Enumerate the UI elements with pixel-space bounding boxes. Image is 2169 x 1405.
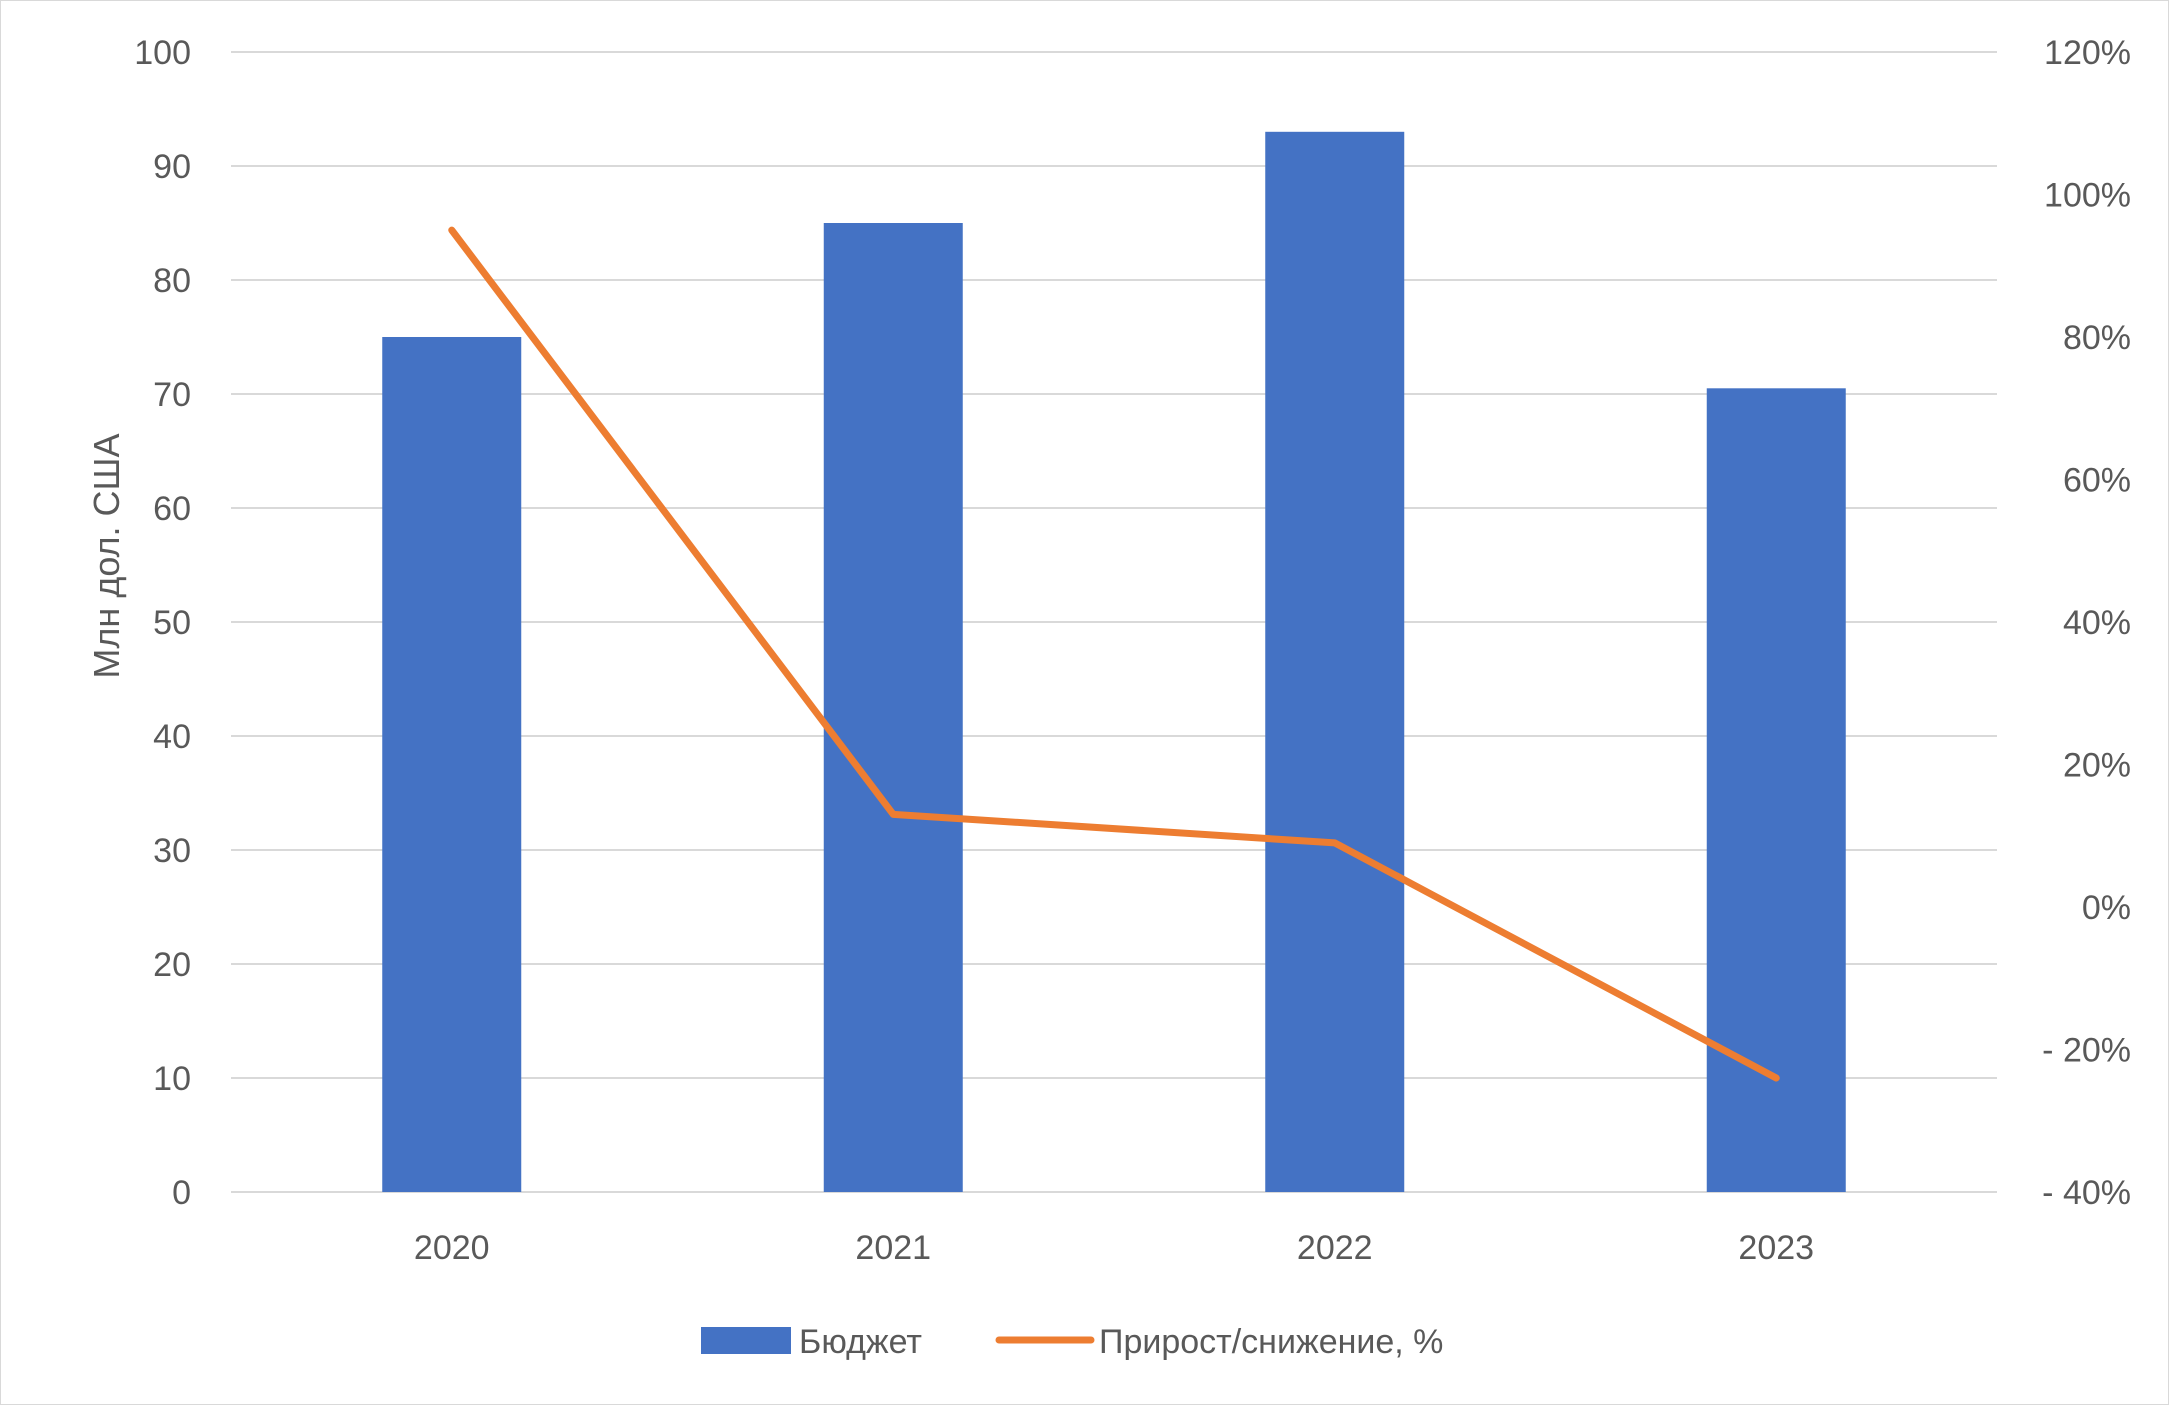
x-tick-label: 2023 [1738,1229,1814,1267]
y-tick-label: 40 [153,718,191,756]
y-axis-left: 0 10 20 30 40 50 60 70 80 90 100 [134,34,191,1212]
y2-tick-label: 120% [2044,34,2131,72]
x-tick-label: 2021 [855,1229,931,1267]
legend: Бюджет Прирост/снижение, % [701,1323,1443,1361]
gridlines [231,51,1997,1193]
x-axis: 2020 2021 2022 2023 [414,1229,1814,1267]
y2-tick-label: 80% [2063,319,2131,357]
x-tick-label: 2022 [1297,1229,1373,1267]
y-tick-label: 60 [153,490,191,528]
y-tick-label: 20 [153,946,191,984]
legend-label-growth: Прирост/снижение, % [1099,1323,1443,1361]
y2-tick-label: 100% [2044,177,2131,215]
y2-tick-label: 20% [2063,747,2131,785]
y2-tick-label: 40% [2063,604,2131,642]
bar-budget [382,337,522,1192]
y2-tick-label: - 40% [2042,1174,2131,1212]
y-tick-label: 80 [153,262,191,300]
legend-swatch-budget [701,1327,791,1354]
y-tick-label: 50 [153,604,191,642]
y-tick-label: 0 [172,1174,191,1212]
y-tick-label: 100 [134,34,191,72]
y-axis-title: Млн дол. США [86,433,127,678]
y2-tick-label: 0% [2082,889,2131,927]
x-tick-label: 2020 [414,1229,490,1267]
bar-budget [1706,388,1846,1192]
y-tick-label: 90 [153,148,191,186]
growth-series-line [448,226,1780,1082]
growth-line [448,226,1780,1082]
y-tick-label: 30 [153,832,191,870]
y-tick-label: 70 [153,376,191,414]
y2-tick-label: - 20% [2042,1032,2131,1070]
y-axis-right: - 40% - 20% 0% 20% 40% 60% 80% 100% 120% [2042,34,2131,1212]
y-tick-label: 10 [153,1060,191,1098]
bars [382,131,1846,1192]
y2-tick-label: 60% [2063,462,2131,500]
bar-budget [1265,131,1405,1192]
bar-budget [823,223,963,1192]
legend-label-budget: Бюджет [799,1323,922,1361]
